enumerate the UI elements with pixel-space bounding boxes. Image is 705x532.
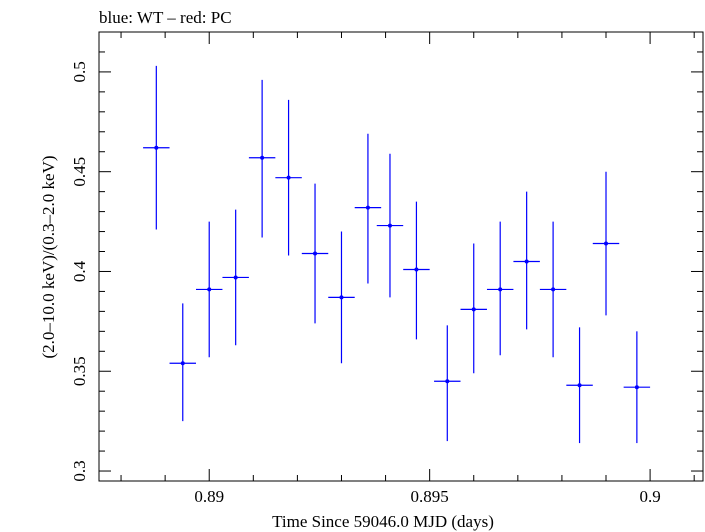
data-point [195, 221, 223, 358]
data-marker [604, 241, 609, 246]
x-axis-label: Time Since 59046.0 MJD (days) [272, 512, 494, 531]
y-tick-label: 0.35 [70, 356, 89, 386]
data-point [592, 171, 620, 316]
data-marker [365, 205, 370, 210]
data-point [376, 153, 404, 298]
data-marker [551, 287, 556, 292]
data-point [434, 325, 461, 442]
data-point [539, 221, 567, 358]
x-tick-label: 0.9 [639, 487, 660, 506]
data-marker [154, 145, 159, 150]
data-marker [498, 287, 503, 292]
y-axis-label: (2.0–10.0 keV)/(0.3–2.0 keV) [39, 155, 58, 358]
y-tick-label: 0.45 [70, 157, 89, 187]
data-point [513, 191, 540, 330]
data-point [566, 327, 593, 444]
data-marker [471, 307, 476, 312]
data-point [403, 201, 430, 340]
data-point [222, 209, 249, 346]
data-marker [286, 175, 291, 180]
y-tick-label: 0.4 [70, 260, 89, 282]
data-point [143, 65, 170, 230]
data-point [275, 99, 302, 256]
data-point [486, 221, 514, 356]
y-axis: 0.3 0.35 0.4 0.45 0.5 [70, 31, 703, 482]
y-tick-label: 0.5 [70, 61, 89, 82]
data-point [623, 331, 651, 444]
x-tick-label: 0.895 [411, 487, 449, 506]
data-series-wt [143, 65, 651, 444]
data-point [301, 183, 329, 324]
x-axis: 0.89 0.895 0.9 [120, 32, 695, 506]
data-marker [445, 379, 450, 384]
data-point [460, 243, 487, 374]
data-point [354, 133, 382, 284]
data-point [248, 79, 276, 238]
data-marker [180, 361, 185, 366]
data-marker [524, 259, 529, 264]
data-marker [260, 155, 265, 160]
data-marker [207, 287, 212, 292]
data-marker [387, 223, 392, 228]
data-marker [577, 383, 582, 388]
data-marker [313, 251, 318, 256]
plot-frame [98, 31, 704, 482]
data-marker [233, 275, 238, 280]
data-point [328, 231, 355, 364]
chart-title: blue: WT – red: PC [99, 8, 232, 27]
data-marker [339, 295, 344, 300]
y-tick-label: 0.3 [70, 460, 89, 481]
data-point [169, 303, 196, 422]
x-tick-label: 0.89 [194, 487, 224, 506]
data-marker [634, 385, 639, 390]
data-marker [414, 267, 419, 272]
